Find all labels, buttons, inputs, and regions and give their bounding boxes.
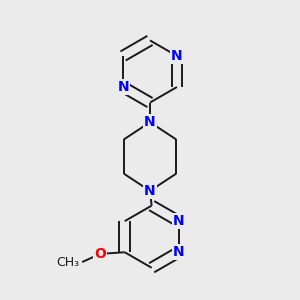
Text: O: O (94, 247, 106, 261)
Text: N: N (171, 49, 183, 63)
Text: N: N (144, 115, 156, 129)
Text: N: N (173, 214, 184, 228)
Text: N: N (117, 80, 129, 94)
Text: CH₃: CH₃ (56, 256, 79, 268)
Text: N: N (173, 245, 184, 259)
Text: N: N (144, 184, 156, 198)
